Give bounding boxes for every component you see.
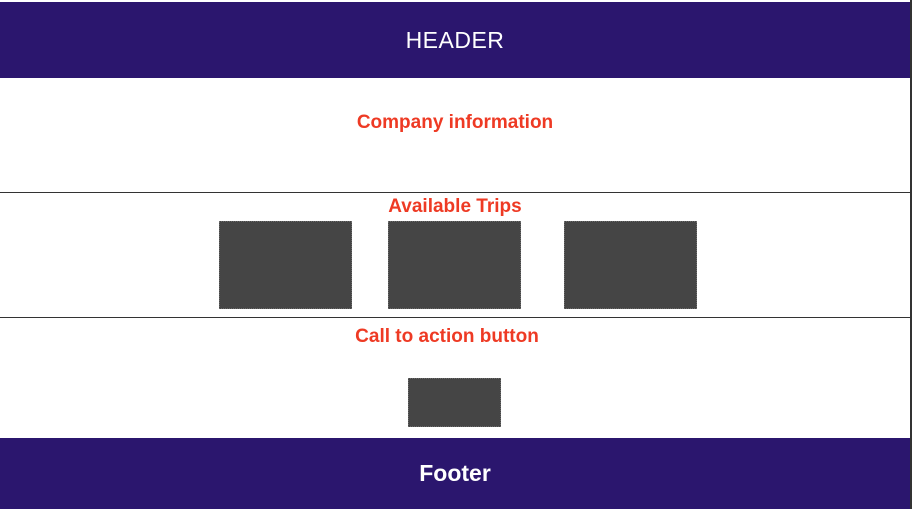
- call-to-action-section: Call to action button: [0, 318, 910, 438]
- header-bar: HEADER: [0, 2, 910, 78]
- trip-card-placeholder-1[interactable]: [219, 221, 352, 309]
- footer-label: Footer: [419, 460, 491, 486]
- trip-card-placeholder-3[interactable]: [564, 221, 697, 309]
- header-label: HEADER: [405, 26, 505, 53]
- footer-bar: Footer: [0, 438, 910, 509]
- company-information-section: Company information: [0, 78, 910, 193]
- available-trips-title: Available Trips: [388, 196, 522, 217]
- trip-card-placeholder-2[interactable]: [388, 221, 521, 309]
- available-trips-section: Available Trips: [0, 193, 910, 318]
- call-to-action-title: Call to action button: [355, 326, 539, 347]
- call-to-action-button-placeholder[interactable]: [408, 378, 501, 427]
- company-information-title: Company information: [356, 112, 554, 133]
